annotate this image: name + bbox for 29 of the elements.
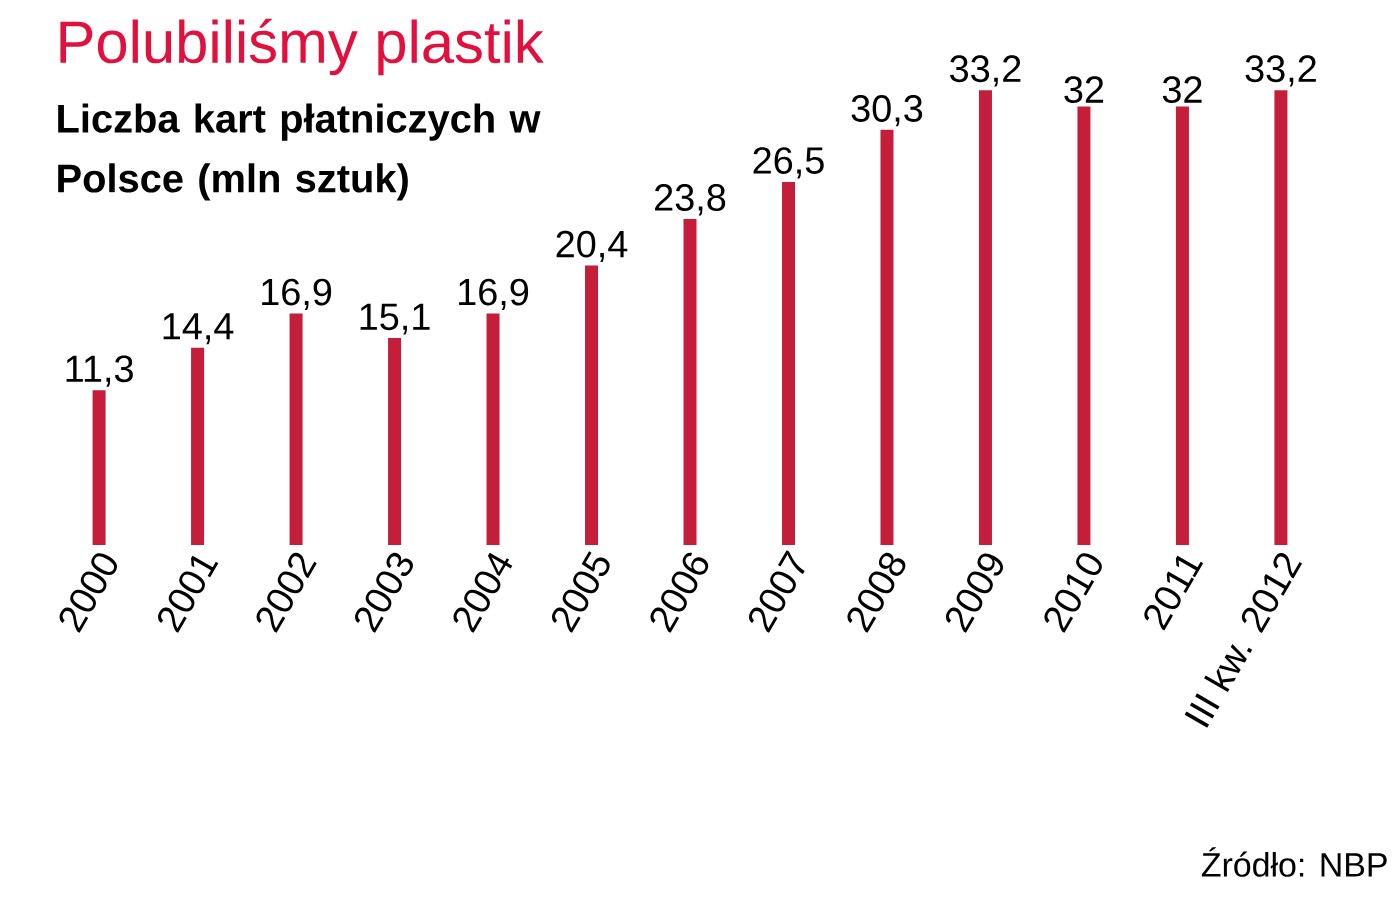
- bar: [289, 313, 303, 545]
- bar: [880, 129, 894, 545]
- data-label: 14,4: [163, 313, 234, 345]
- data-label: 16,9: [262, 278, 332, 310]
- data-label: 30,3: [851, 95, 923, 127]
- data-label: 33,2: [1245, 55, 1316, 87]
- data-label: 32: [1162, 76, 1202, 104]
- data-label: 23,8: [655, 184, 726, 216]
- data-label: 15,1: [360, 303, 430, 335]
- bar: [782, 181, 795, 545]
- bar: [1077, 106, 1091, 545]
- bar: [92, 390, 106, 545]
- bar: [585, 265, 599, 545]
- data-label: 11,3: [66, 355, 133, 387]
- data-label: 20,4: [556, 230, 628, 262]
- text: Liczba kart płatniczych w Polsce (mln sztuk): [58, 103, 541, 201]
- data-label: 32: [1064, 76, 1104, 104]
- bar: [191, 347, 205, 545]
- text: Źródło: NBP: [1201, 847, 1387, 877]
- bar: [978, 90, 992, 545]
- bar: [1274, 90, 1288, 545]
- data-label: 16,9: [459, 278, 529, 310]
- bar: [683, 218, 697, 545]
- data-label: 26,5: [753, 147, 824, 179]
- data-label: 33,2: [950, 55, 1021, 87]
- chart-title: Polubiliśmy plastik: [60, 18, 544, 76]
- bar: [1175, 106, 1189, 545]
- bar: [486, 313, 500, 545]
- bar: [388, 338, 402, 545]
